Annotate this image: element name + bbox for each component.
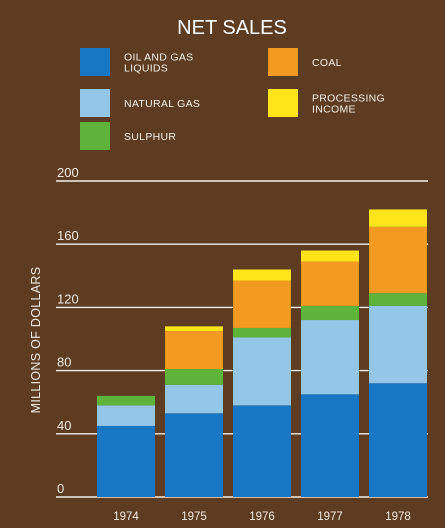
y-tick-label: 160	[57, 228, 79, 243]
bar-segment	[301, 250, 359, 262]
legend-swatch	[80, 122, 110, 150]
bar-segment	[369, 209, 427, 227]
bar-segment	[369, 383, 427, 497]
bar-stack-1976	[233, 269, 291, 497]
bar-segment	[301, 305, 359, 321]
bar-segment	[301, 394, 359, 497]
legend-label: SULPHUR	[124, 131, 176, 143]
y-tick-label: 0	[57, 481, 64, 496]
y-tick-label: 80	[57, 355, 71, 370]
legend-swatch	[268, 89, 298, 117]
bar-segment	[301, 320, 359, 395]
bar-segment	[165, 384, 223, 414]
legend-item: NATURAL GAS	[80, 89, 200, 117]
bar-segment	[369, 305, 427, 384]
x-tick-labels: 1974 1975 1976 1977 1978	[113, 511, 411, 523]
legend-label: PROCESSING	[312, 93, 385, 105]
bars	[97, 209, 427, 497]
y-tick-label: 40	[57, 418, 71, 433]
legend-swatch	[268, 48, 298, 76]
legend-swatch	[80, 89, 110, 117]
legend-label: INCOME	[312, 104, 356, 116]
legend-label: NATURAL GAS	[124, 98, 200, 110]
bar-segment	[233, 327, 291, 338]
bar-segment	[369, 226, 427, 294]
bar-segment	[233, 405, 291, 497]
bar-stack-1977	[301, 250, 359, 497]
y-tick-label: 120	[57, 291, 79, 306]
y-axis-label: MILLIONS OF DOLLARS	[29, 267, 43, 414]
bar-segment	[233, 269, 291, 281]
bar-segment	[97, 425, 155, 497]
bar-stack-1974	[97, 395, 155, 497]
x-tick-label: 1978	[385, 511, 411, 523]
legend-swatch	[80, 48, 110, 76]
bar-segment	[165, 331, 223, 370]
x-tick-label: 1975	[181, 511, 207, 523]
legend-label: COAL	[312, 57, 342, 69]
bar-segment	[233, 280, 291, 328]
x-tick-label: 1976	[249, 511, 275, 523]
x-tick-label: 1977	[317, 511, 343, 523]
bar-segment	[165, 326, 223, 332]
legend-label: LIQUIDS	[124, 63, 168, 75]
y-tick-label: 200	[57, 165, 79, 180]
legend-item: SULPHUR	[80, 122, 176, 150]
bar-stack-1978	[369, 209, 427, 497]
bar-segment	[233, 337, 291, 406]
bar-segment	[165, 413, 223, 497]
legend-label: OIL AND GAS	[124, 52, 193, 64]
y-tick-labels: 0 40 80 120 160 200	[57, 165, 79, 496]
bar-segment	[97, 405, 155, 426]
bar-segment	[369, 293, 427, 306]
bar-segment	[301, 261, 359, 306]
legend-item: COAL	[268, 48, 342, 76]
bar-segment	[165, 369, 223, 385]
bar-stack-1975	[165, 326, 223, 497]
bar-segment	[97, 395, 155, 406]
x-tick-label: 1974	[113, 511, 139, 523]
chart-title: NET SALES	[177, 17, 287, 39]
